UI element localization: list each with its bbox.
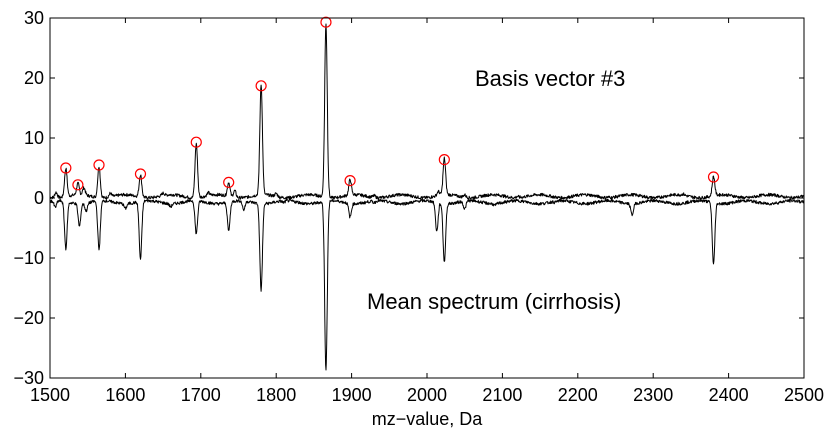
x-tick-label: 1600 [105,385,145,405]
y-tick-label: 20 [24,68,44,88]
y-tick-label: −10 [13,248,44,268]
annotation-mean-spectrum: Mean spectrum (cirrhosis) [367,289,621,314]
annotation-basis-vector: Basis vector #3 [475,66,625,91]
y-tick-label: −30 [13,368,44,388]
peak-marker [255,80,267,92]
series-layer [49,23,805,371]
x-tick-label: 2400 [709,385,749,405]
x-tick-label: 1800 [256,385,296,405]
marker-layer [60,16,720,191]
x-tick-label: 2500 [784,385,824,405]
x-tick-label: 2200 [558,385,598,405]
series-line-mean-spectrum [49,198,805,371]
x-tick-label: 2000 [407,385,447,405]
x-tick-label: 1900 [332,385,372,405]
peak-marker [72,179,84,191]
peak-marker [344,175,356,187]
y-tick-label: 30 [24,8,44,28]
y-tick-label: 10 [24,128,44,148]
peak-marker [134,168,147,180]
peak-marker [60,162,72,174]
y-tick-label: −20 [13,308,44,328]
series-line-basis-vector [49,23,805,200]
peak-marker [320,16,332,28]
peak-marker [93,159,105,171]
x-tick-label: 1700 [181,385,221,405]
peak-marker [223,176,235,188]
peak-marker [190,136,202,148]
y-tick-label: 0 [34,188,44,208]
tick-layer: 1500 1600 1700 1800 1900 2000 2100 2200 2300 2400… [13,8,824,405]
peak-marker [438,154,450,166]
x-tick-label: 1500 [30,385,70,405]
peak-marker [707,171,720,183]
x-tick-label: 2100 [482,385,522,405]
x-tick-label: 2300 [633,385,673,405]
x-axis-label: mz−value, Da [372,409,484,429]
